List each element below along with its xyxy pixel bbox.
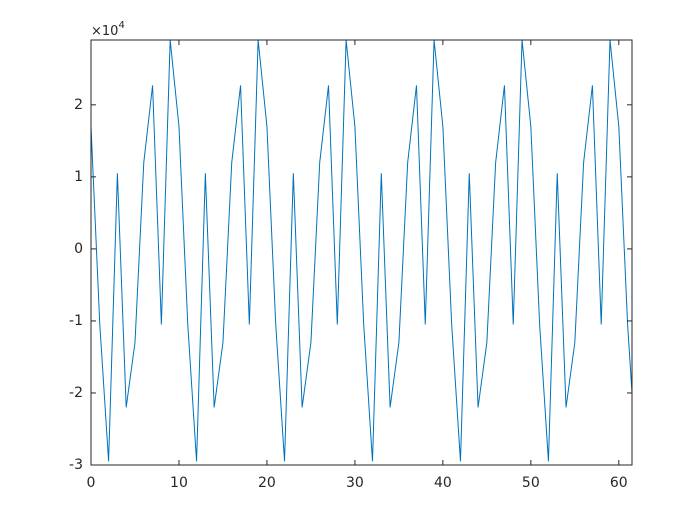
y-tick-label: 2 xyxy=(74,97,83,113)
y-tick-label: -1 xyxy=(69,313,83,329)
x-tick-label: 0 xyxy=(87,475,96,491)
y-tick-label: 1 xyxy=(74,169,83,185)
data-line xyxy=(91,40,632,462)
x-tick-label: 50 xyxy=(522,475,540,491)
y-tick-label: 0 xyxy=(74,241,83,257)
x-tick-label: 40 xyxy=(434,475,452,491)
plot-area xyxy=(91,40,632,462)
y-tick-label: -3 xyxy=(69,457,83,473)
y-tick-label: -2 xyxy=(69,385,83,401)
x-tick-label: 30 xyxy=(346,475,364,491)
x-tick-label: 10 xyxy=(170,475,188,491)
x-tick-label: 20 xyxy=(258,475,276,491)
axes-box xyxy=(90,39,633,466)
y-exponent-power: 4 xyxy=(118,20,124,31)
y-exponent: ×104 xyxy=(91,20,125,39)
x-tick-label: 60 xyxy=(610,475,628,491)
y-exponent-base: ×10 xyxy=(91,24,118,39)
